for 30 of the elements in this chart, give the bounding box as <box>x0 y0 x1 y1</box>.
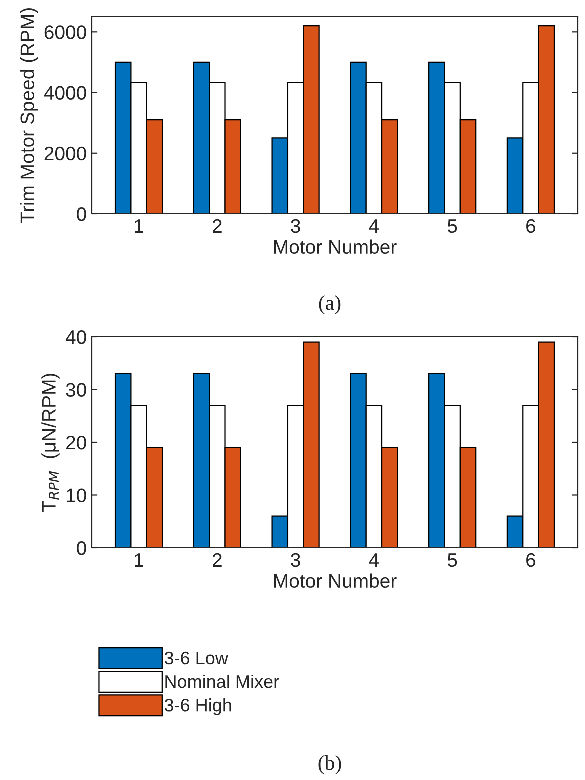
x-tick-label: 5 <box>448 220 458 234</box>
y-tick-label: 40 <box>66 330 86 344</box>
legend-label: 3-6 High <box>164 698 232 716</box>
x-tick-label: 2 <box>212 553 222 567</box>
x-tick-label: 1 <box>135 220 144 233</box>
legend-label: 3-6 Low <box>164 652 228 665</box>
x-tick-label: 3 <box>291 219 300 234</box>
y-tick-label: 0 <box>77 207 86 222</box>
x-tick-label: 5 <box>448 554 458 568</box>
y-tick-label: 6000 <box>44 26 86 40</box>
text: (a) <box>319 296 341 314</box>
x-tick-label: 1 <box>135 554 144 567</box>
y-tick-label: 4000 <box>44 86 86 100</box>
x-axis-title: Motor Number <box>274 574 397 588</box>
y-tick-label: 2000 <box>44 146 86 161</box>
y-tick-label: 20 <box>66 436 86 450</box>
y-axis-title: Trim Motor Speed (RPM) <box>20 8 38 224</box>
x-tick-label: 4 <box>369 554 380 567</box>
y-tick-label: 30 <box>66 383 86 397</box>
y-tick-label: 10 <box>66 488 86 502</box>
legend-label: Nominal Mixer <box>166 674 280 688</box>
y-axis-title: T$_{RPM}$ (μN/RPM) <box>42 374 60 512</box>
x-tick-label: 2 <box>212 219 222 233</box>
x-tick-label: 3 <box>291 553 300 568</box>
x-tick-label: 4 <box>369 220 380 233</box>
y-tick-label: 0 <box>77 541 86 556</box>
text: (b) <box>318 756 342 774</box>
x-axis-title: Motor Number <box>274 240 397 254</box>
x-tick-label: 6 <box>526 553 536 568</box>
x-tick-label: 6 <box>526 219 536 234</box>
